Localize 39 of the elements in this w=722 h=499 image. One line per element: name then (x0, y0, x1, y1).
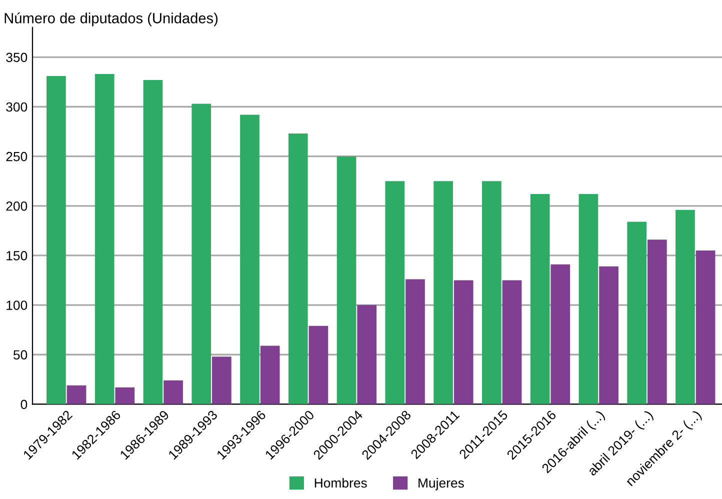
bar (164, 380, 183, 404)
bar (530, 194, 550, 404)
y-tick-label: 0 (20, 400, 28, 410)
bar (550, 264, 570, 404)
y-tick-label: 50 (13, 350, 28, 360)
bar (336, 156, 356, 404)
bar (502, 280, 522, 404)
bar (115, 387, 135, 404)
bar (454, 280, 474, 404)
y-tick-label: 300 (6, 102, 28, 112)
bar (599, 266, 618, 404)
bar (240, 114, 260, 404)
bar (676, 210, 695, 404)
y-tick-label: 200 (6, 201, 28, 211)
bar (308, 326, 328, 404)
bar (260, 346, 280, 404)
bar (406, 279, 425, 404)
bar (647, 240, 667, 404)
bar (627, 222, 647, 404)
bar (94, 74, 114, 404)
bar (578, 194, 598, 404)
bar (434, 181, 453, 404)
y-axis-title: Número de diputados (Unidades) (4, 12, 218, 26)
bar (385, 181, 405, 404)
bar (482, 181, 502, 404)
bar (192, 104, 212, 404)
bar (143, 80, 163, 404)
y-tick-label: 250 (6, 152, 28, 162)
bar (66, 385, 86, 404)
bar (288, 134, 308, 404)
y-tick-label: 100 (6, 300, 28, 310)
y-tick-label: 150 (6, 251, 28, 260)
bar (46, 76, 66, 404)
legend-label: Mujeres (418, 478, 464, 490)
bar (212, 356, 232, 404)
bar (696, 250, 716, 404)
y-tick-label: 350 (6, 52, 28, 62)
bar (357, 305, 377, 404)
legend-label: Hombres (314, 478, 367, 488)
